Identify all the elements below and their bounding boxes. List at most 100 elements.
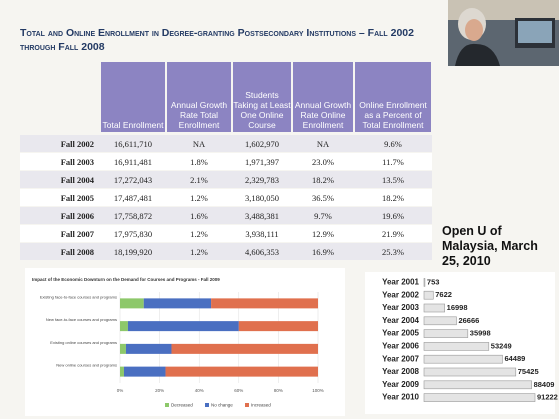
row-label: Fall 2004 [20, 171, 100, 188]
table-cell: 17,487,481 [100, 189, 166, 206]
bar-segment [120, 344, 126, 354]
slide: Total and Online Enrollment in Degree-gr… [0, 0, 559, 419]
legend-label: Increased [251, 403, 271, 408]
bar-segment [211, 298, 318, 308]
row-label: Fall 2006 [20, 207, 100, 224]
table-cell: 13.5% [354, 171, 432, 188]
bar-segment [126, 344, 172, 354]
bar [424, 304, 445, 312]
table-cell: 12.9% [292, 225, 354, 242]
table-cell: 18.2% [292, 171, 354, 188]
bar-segment [120, 367, 124, 377]
column-header: Online Enrollment as a Percent of Total … [355, 62, 431, 132]
table-cell: 16,611,710 [100, 135, 166, 152]
row-label: Fall 2003 [20, 153, 100, 170]
table-cell: 36.5% [292, 189, 354, 206]
x-tick-label: 60% [234, 388, 243, 393]
bar [424, 381, 532, 389]
table-cell: 25.3% [354, 243, 432, 260]
table-cell: 9.7% [292, 207, 354, 224]
category-label: Year 2005 [382, 329, 419, 338]
row-label: Fall 2008 [20, 243, 100, 260]
table-cell: 1.2% [166, 225, 232, 242]
value-label: 35998 [470, 329, 491, 338]
x-tick-label: 80% [274, 388, 283, 393]
bar [424, 278, 425, 286]
bar-segment [166, 367, 318, 377]
table-cell: 2,329,783 [232, 171, 292, 188]
table-cell: 2.1% [166, 171, 232, 188]
category-label: Year 2010 [382, 393, 419, 402]
value-label: 53249 [491, 341, 512, 350]
bar-segment [120, 321, 128, 331]
table-cell: 1.6% [166, 207, 232, 224]
value-label: 75425 [518, 367, 539, 376]
table-cell: 3,938,111 [232, 225, 292, 242]
photo [448, 0, 559, 66]
table-cell: 3,488,381 [232, 207, 292, 224]
category-label: New face-to-face courses and programs [46, 317, 117, 322]
category-label: Year 2007 [382, 354, 419, 363]
bar-segment [120, 298, 144, 308]
table-cell: 11.7% [354, 153, 432, 170]
bar-segment [144, 298, 211, 308]
table-cell: 21.9% [354, 225, 432, 242]
table-cell: 4,606,353 [232, 243, 292, 260]
table-cell: 18.2% [354, 189, 432, 206]
table-cell: 1.2% [166, 189, 232, 206]
legend-swatch [205, 403, 209, 407]
value-label: 64489 [504, 354, 525, 363]
legend-swatch [165, 403, 169, 407]
bar [424, 355, 502, 363]
bar-segment [128, 321, 239, 331]
bar [424, 317, 456, 325]
bar [424, 342, 489, 350]
table-cell: 1.2% [166, 243, 232, 260]
x-tick-label: 20% [155, 388, 164, 393]
column-header: Students Taking at Least One Online Cour… [233, 62, 291, 132]
table-cell: 1,971,397 [232, 153, 292, 170]
row-label: Fall 2002 [20, 135, 100, 152]
table-cell: 3,180,050 [232, 189, 292, 206]
value-label: 88409 [534, 380, 555, 389]
value-label: 16998 [447, 303, 468, 312]
category-label: Year 2006 [382, 342, 419, 351]
category-label: Existing online courses and programs [50, 340, 117, 345]
column-header: Total Enrollment [101, 62, 165, 132]
category-label: Year 2001 [382, 278, 419, 287]
bar [424, 291, 433, 299]
value-label: 26666 [458, 316, 479, 325]
value-label: 7622 [435, 290, 452, 299]
column-header: Annual Growth Rate Total Enrollment [167, 62, 231, 132]
table-cell: 17,272,043 [100, 171, 166, 188]
category-label: Year 2004 [382, 316, 419, 325]
category-label: Year 2003 [382, 303, 419, 312]
bar [424, 368, 516, 376]
value-label: 753 [427, 277, 440, 286]
chart-title: Impact of the Economic Downturn on the D… [32, 277, 220, 282]
row-label: Fall 2007 [20, 225, 100, 242]
category-label: Year 2009 [382, 380, 419, 389]
table-cell: NA [166, 135, 232, 152]
bar [424, 330, 468, 338]
table-cell: 18,199,920 [100, 243, 166, 260]
column-header: Annual Growth Rate Online Enrollment [293, 62, 353, 132]
value-label: 91222 [537, 393, 558, 402]
row-label: Fall 2005 [20, 189, 100, 206]
category-label: Existing face-to-face courses and progra… [40, 294, 117, 299]
table-cell: 16,911,481 [100, 153, 166, 170]
table-cell: 23.0% [292, 153, 354, 170]
table-cell: NA [292, 135, 354, 152]
bar [424, 394, 535, 402]
table-cell: 17,975,830 [100, 225, 166, 242]
legend-swatch [245, 403, 249, 407]
table-cell: 1.8% [166, 153, 232, 170]
table-cell: 1,602,970 [232, 135, 292, 152]
bar-segment [124, 367, 166, 377]
bar-segment [171, 344, 318, 354]
category-label: Year 2002 [382, 290, 419, 299]
table-cell: 17,758,872 [100, 207, 166, 224]
category-label: Year 2008 [382, 367, 419, 376]
x-tick-label: 40% [195, 388, 204, 393]
